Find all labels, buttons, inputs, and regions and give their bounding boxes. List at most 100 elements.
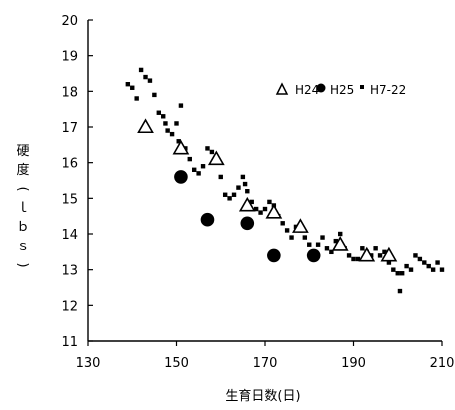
- point-h7-22: [397, 288, 403, 294]
- point-h7-22: [320, 235, 325, 240]
- point-h7-22: [302, 235, 308, 240]
- point-h7-22: [284, 228, 290, 233]
- y-tick-label: 19: [61, 50, 78, 65]
- y-axis-label-char: 硬: [16, 144, 29, 159]
- point-h7-22: [130, 85, 135, 90]
- y-axis-label-char: ): [15, 262, 30, 267]
- point-h7-22: [143, 74, 148, 80]
- point-h7-22: [176, 139, 181, 144]
- point-h7-22: [377, 253, 383, 258]
- point-h7-22: [205, 146, 210, 151]
- point-h7-22: [360, 246, 365, 251]
- point-h7-22: [346, 253, 352, 258]
- point-h7-22: [156, 110, 161, 115]
- y-axis-label: 硬度 ( ｌｂｓ): [15, 144, 30, 268]
- data-points: [125, 67, 445, 294]
- point-h7-22: [280, 221, 285, 226]
- legend-marker-h7-22: [360, 85, 364, 89]
- y-tick-label: 11: [61, 335, 78, 350]
- point-h7-22: [408, 267, 414, 272]
- y-tick-label: 20: [61, 14, 78, 29]
- point-h7-22: [147, 78, 153, 83]
- point-h7-22: [351, 256, 356, 262]
- point-h7-22: [262, 206, 268, 212]
- point-h7-22: [267, 199, 272, 205]
- point-h24: [137, 118, 154, 134]
- point-h7-22: [152, 92, 157, 98]
- point-h7-22: [187, 156, 192, 162]
- x-tick-label: 150: [164, 356, 189, 371]
- point-h7-22: [338, 231, 343, 237]
- point-h7-22: [435, 260, 440, 265]
- point-h7-22: [307, 242, 312, 247]
- point-h7-22: [413, 253, 418, 258]
- y-tick-label: 13: [61, 264, 78, 279]
- legend-marker-h24: [275, 82, 289, 95]
- y-axis-label-char: 度: [16, 162, 29, 178]
- x-axis-label: 生育日数(日): [225, 388, 300, 404]
- point-h7-22: [134, 96, 139, 101]
- point-h7-22: [165, 128, 170, 133]
- point-h7-22: [163, 121, 168, 126]
- point-h7-22: [391, 267, 396, 272]
- y-axis-label-char: ｂ: [16, 220, 29, 235]
- point-h7-22: [417, 256, 423, 262]
- point-h7-22: [174, 121, 179, 126]
- y-axis-ticks: 11 12 13 14 15 16 17 18 19 20: [61, 14, 93, 350]
- point-h25: [200, 212, 215, 227]
- point-h24: [238, 196, 256, 212]
- y-axis-label-char: ｓ: [16, 239, 29, 254]
- point-h7-22: [169, 131, 175, 137]
- point-h7-22: [227, 196, 232, 201]
- point-h7-22: [242, 181, 248, 187]
- point-h7-22: [430, 267, 436, 272]
- point-h25: [306, 248, 321, 263]
- y-axis-label-char: (: [15, 186, 30, 191]
- legend-label-h24: H24: [295, 83, 319, 97]
- x-axis-ticks: 130 150 170 190 210: [76, 341, 455, 371]
- point-h24: [358, 246, 376, 262]
- x-tick-label: 130: [76, 356, 101, 371]
- y-tick-label: 18: [61, 85, 78, 100]
- point-h7-22: [231, 192, 237, 197]
- point-h24: [380, 246, 398, 262]
- legend-label-h25: H25: [330, 83, 354, 97]
- point-h7-22: [426, 263, 431, 269]
- point-h25: [240, 216, 255, 231]
- point-h7-22: [324, 246, 330, 251]
- point-h24: [172, 139, 190, 155]
- point-h7-22: [422, 260, 427, 265]
- point-h24: [292, 218, 309, 233]
- point-h24: [331, 236, 349, 251]
- point-h25: [267, 248, 281, 263]
- point-h7-22: [386, 260, 392, 265]
- point-h7-22: [209, 149, 215, 155]
- legend-label-h7-22: H7-22: [370, 83, 406, 97]
- y-tick-label: 16: [61, 157, 78, 172]
- y-tick-label: 12: [61, 299, 78, 314]
- point-h7-22: [249, 199, 254, 205]
- point-h7-22: [373, 246, 378, 251]
- point-h7-22: [258, 210, 263, 215]
- point-h7-22: [355, 256, 361, 262]
- point-h7-22: [236, 185, 241, 190]
- point-h7-22: [200, 164, 206, 169]
- point-h7-22: [329, 249, 334, 255]
- point-h7-22: [222, 192, 228, 197]
- point-h24: [265, 203, 283, 219]
- point-h7-22: [253, 206, 259, 212]
- point-h7-22: [196, 171, 201, 176]
- point-h7-22: [315, 242, 321, 247]
- point-h7-22: [382, 249, 387, 255]
- point-h7-22: [218, 174, 223, 180]
- y-tick-label: 14: [61, 228, 78, 243]
- y-axis-label-char: ｌ: [16, 201, 29, 216]
- point-h7-22: [161, 114, 166, 119]
- x-tick-label: 210: [430, 356, 455, 371]
- point-h7-22: [404, 263, 409, 269]
- point-h7-22: [192, 167, 197, 172]
- point-h24: [207, 150, 225, 166]
- point-h7-22: [240, 174, 246, 180]
- point-h25: [174, 170, 188, 184]
